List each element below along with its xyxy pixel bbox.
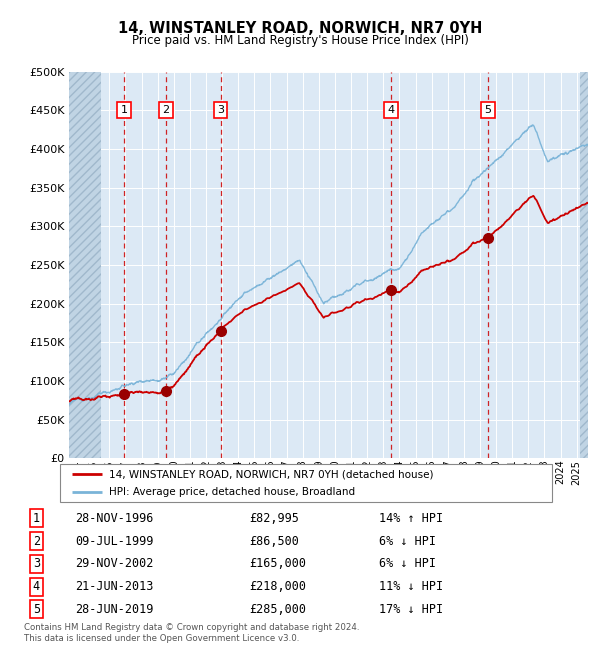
Bar [69, 72, 101, 458]
Text: £86,500: £86,500 [250, 534, 299, 547]
Text: 1: 1 [33, 512, 40, 525]
Text: £165,000: £165,000 [250, 558, 307, 571]
Text: 17% ↓ HPI: 17% ↓ HPI [379, 603, 443, 616]
FancyBboxPatch shape [60, 464, 552, 502]
Text: 09-JUL-1999: 09-JUL-1999 [75, 534, 153, 547]
Text: 11% ↓ HPI: 11% ↓ HPI [379, 580, 443, 593]
Text: 2: 2 [33, 534, 40, 547]
Text: 5: 5 [484, 105, 491, 115]
Text: This data is licensed under the Open Government Licence v3.0.: This data is licensed under the Open Gov… [24, 634, 299, 643]
Text: 28-JUN-2019: 28-JUN-2019 [75, 603, 153, 616]
Text: Price paid vs. HM Land Registry's House Price Index (HPI): Price paid vs. HM Land Registry's House … [131, 34, 469, 47]
Text: 2: 2 [163, 105, 170, 115]
Text: 3: 3 [217, 105, 224, 115]
Text: 1: 1 [121, 105, 127, 115]
Text: 14% ↑ HPI: 14% ↑ HPI [379, 512, 443, 525]
Text: £82,995: £82,995 [250, 512, 299, 525]
Text: 6% ↓ HPI: 6% ↓ HPI [379, 534, 436, 547]
Text: 5: 5 [33, 603, 40, 616]
Text: 4: 4 [388, 105, 394, 115]
Text: 4: 4 [33, 580, 40, 593]
Text: 29-NOV-2002: 29-NOV-2002 [75, 558, 153, 571]
Text: 21-JUN-2013: 21-JUN-2013 [75, 580, 153, 593]
Text: HPI: Average price, detached house, Broadland: HPI: Average price, detached house, Broa… [109, 487, 355, 497]
Text: 6% ↓ HPI: 6% ↓ HPI [379, 558, 436, 571]
Bar [580, 72, 588, 458]
Text: 14, WINSTANLEY ROAD, NORWICH, NR7 0YH: 14, WINSTANLEY ROAD, NORWICH, NR7 0YH [118, 21, 482, 36]
Text: 3: 3 [33, 558, 40, 571]
Text: £285,000: £285,000 [250, 603, 307, 616]
Text: 14, WINSTANLEY ROAD, NORWICH, NR7 0YH (detached house): 14, WINSTANLEY ROAD, NORWICH, NR7 0YH (d… [109, 469, 434, 479]
Text: Contains HM Land Registry data © Crown copyright and database right 2024.: Contains HM Land Registry data © Crown c… [24, 623, 359, 632]
Text: 28-NOV-1996: 28-NOV-1996 [75, 512, 153, 525]
Text: £218,000: £218,000 [250, 580, 307, 593]
